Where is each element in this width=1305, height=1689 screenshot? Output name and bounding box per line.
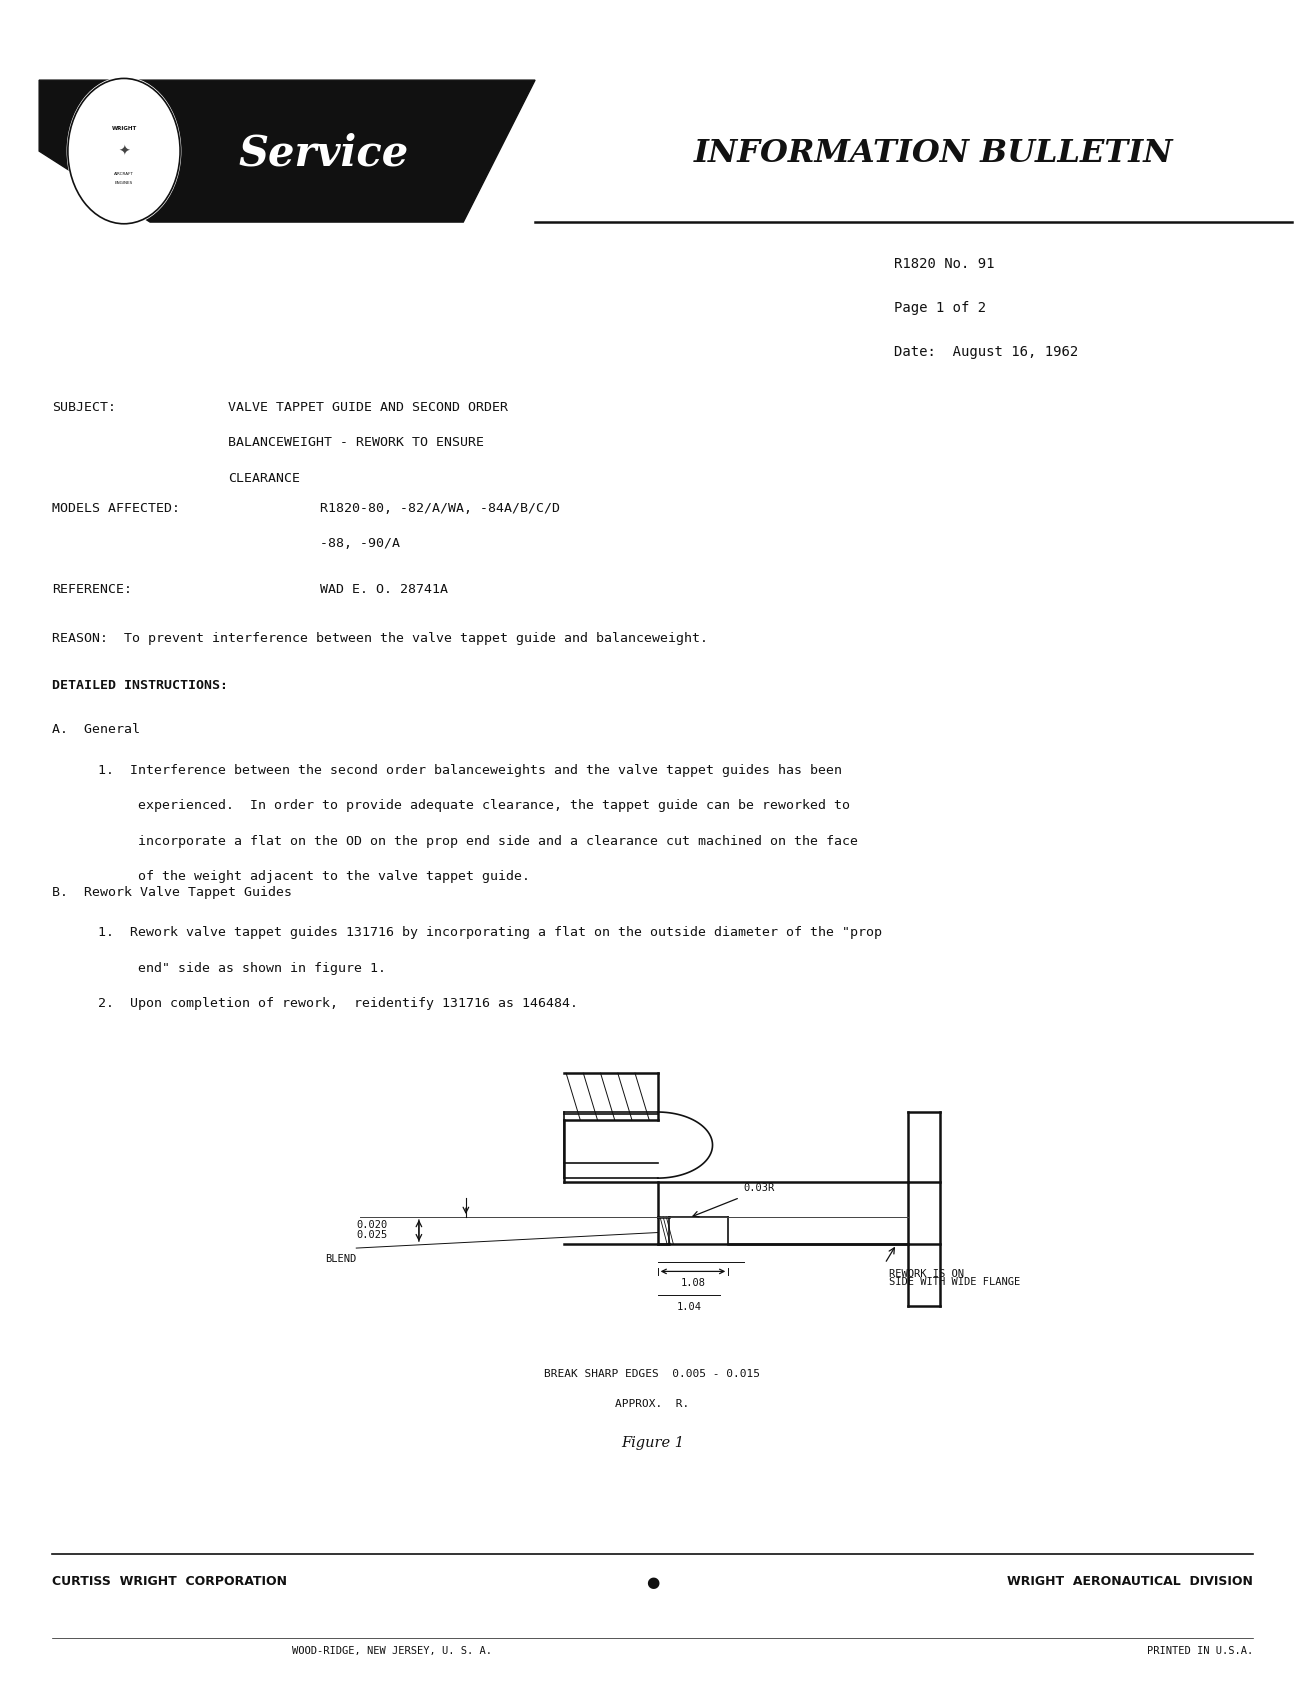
Text: Service: Service (239, 133, 408, 174)
Text: CURTISS  WRIGHT  CORPORATION: CURTISS WRIGHT CORPORATION (52, 1574, 287, 1588)
Text: B.  Rework Valve Tappet Guides: B. Rework Valve Tappet Guides (52, 885, 292, 899)
Text: VALVE TAPPET GUIDE AND SECOND ORDER: VALVE TAPPET GUIDE AND SECOND ORDER (228, 400, 509, 414)
Text: BLEND: BLEND (325, 1253, 356, 1263)
Text: end" side as shown in figure 1.: end" side as shown in figure 1. (98, 961, 386, 975)
Text: APPROX.  R.: APPROX. R. (616, 1398, 689, 1409)
Text: REASON:  To prevent interference between the valve tappet guide and balanceweigh: REASON: To prevent interference between … (52, 632, 709, 645)
Text: BALANCEWEIGHT - REWORK TO ENSURE: BALANCEWEIGHT - REWORK TO ENSURE (228, 436, 484, 449)
Text: R1820 No. 91: R1820 No. 91 (894, 257, 994, 270)
Text: 0.03R: 0.03R (744, 1182, 775, 1192)
Text: WRIGHT  AERONAUTICAL  DIVISION: WRIGHT AERONAUTICAL DIVISION (1007, 1574, 1253, 1588)
Text: 2.  Upon completion of rework,  reidentify 131716 as 146484.: 2. Upon completion of rework, reidentify… (98, 997, 578, 1010)
Text: DETAILED INSTRUCTIONS:: DETAILED INSTRUCTIONS: (52, 679, 228, 692)
Text: REWORK IS ON: REWORK IS ON (889, 1268, 963, 1279)
Text: WRIGHT: WRIGHT (111, 127, 137, 130)
Text: WOOD-RIDGE, NEW JERSEY, U. S. A.: WOOD-RIDGE, NEW JERSEY, U. S. A. (291, 1645, 492, 1655)
Text: 1.  Interference between the second order balanceweights and the valve tappet gu: 1. Interference between the second order… (98, 763, 842, 777)
Text: 1.08: 1.08 (680, 1277, 706, 1287)
Text: ENGINES: ENGINES (115, 181, 133, 184)
Text: SIDE WITH WIDE FLANGE: SIDE WITH WIDE FLANGE (889, 1277, 1021, 1287)
Text: CLEARANCE: CLEARANCE (228, 471, 300, 485)
Text: incorporate a flat on the OD on the prop end side and a clearance cut machined o: incorporate a flat on the OD on the prop… (98, 834, 857, 848)
Text: Figure 1: Figure 1 (621, 1436, 684, 1449)
Text: experienced.  In order to provide adequate clearance, the tappet guide can be re: experienced. In order to provide adequat… (98, 799, 850, 812)
Text: SUBJECT:: SUBJECT: (52, 400, 116, 414)
Text: R1820-80, -82/A/WA, -84A/B/C/D: R1820-80, -82/A/WA, -84A/B/C/D (320, 502, 560, 515)
Text: INFORMATION BULLETIN: INFORMATION BULLETIN (693, 138, 1173, 169)
Text: 1.04: 1.04 (676, 1301, 702, 1311)
Text: 1.  Rework valve tappet guides 131716 by incorporating a flat on the outside dia: 1. Rework valve tappet guides 131716 by … (98, 926, 882, 939)
Polygon shape (39, 81, 535, 223)
Text: A.  General: A. General (52, 723, 140, 736)
Text: -88, -90/A: -88, -90/A (320, 537, 399, 551)
Text: 0.025: 0.025 (356, 1230, 388, 1240)
Text: AIRCRAFT: AIRCRAFT (114, 172, 134, 176)
Circle shape (67, 78, 181, 226)
Text: WAD E. O. 28741A: WAD E. O. 28741A (320, 583, 448, 596)
Text: ●: ● (646, 1574, 659, 1589)
Text: MODELS AFFECTED:: MODELS AFFECTED: (52, 502, 180, 515)
Text: Page 1 of 2: Page 1 of 2 (894, 301, 987, 314)
Text: 0.020: 0.020 (356, 1219, 388, 1230)
Text: BREAK SHARP EDGES  0.005 - 0.015: BREAK SHARP EDGES 0.005 - 0.015 (544, 1368, 761, 1378)
Text: PRINTED IN U.S.A.: PRINTED IN U.S.A. (1147, 1645, 1253, 1655)
Text: Date:  August 16, 1962: Date: August 16, 1962 (894, 345, 1078, 358)
Text: of the weight adjacent to the valve tappet guide.: of the weight adjacent to the valve tapp… (98, 870, 530, 883)
Text: ✦: ✦ (119, 145, 129, 159)
Text: REFERENCE:: REFERENCE: (52, 583, 132, 596)
